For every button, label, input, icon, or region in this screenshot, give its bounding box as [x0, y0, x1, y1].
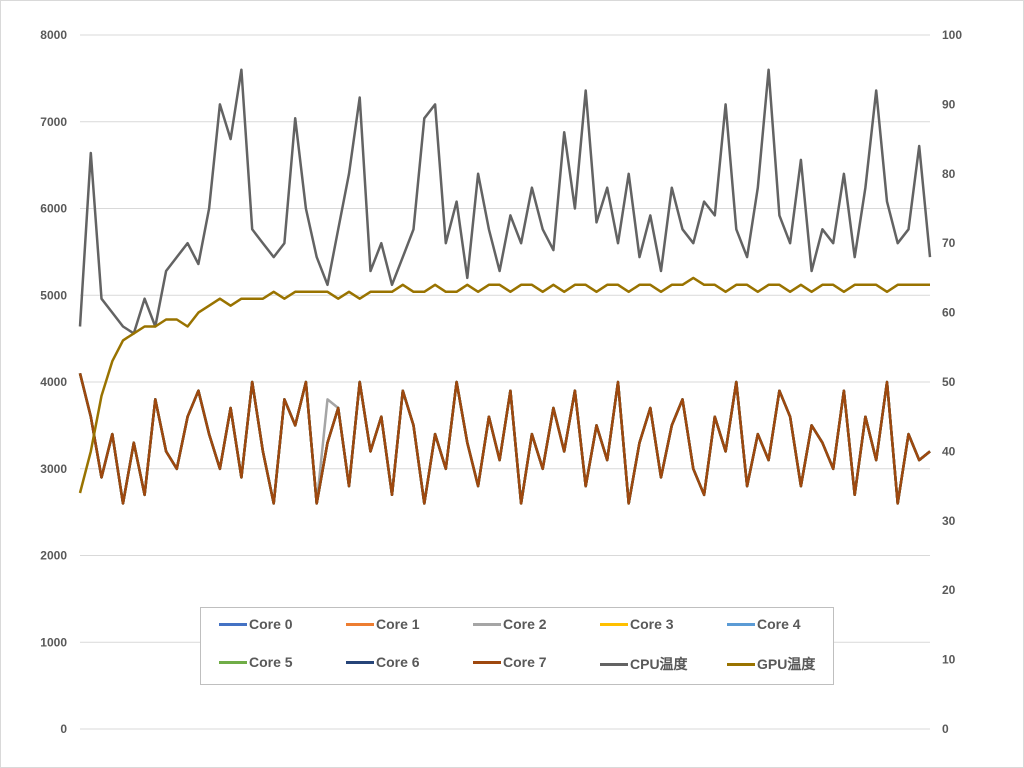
right-axis-tick-label: 20: [942, 583, 956, 597]
legend-label: Core 7: [503, 654, 547, 670]
right-axis-tick-label: 40: [942, 444, 956, 458]
right-axis-tick-label: 60: [942, 306, 956, 320]
series-line-cpu温度: [78, 68, 932, 335]
left-axis-tick-label: 3000: [40, 462, 67, 476]
legend-swatch: [219, 660, 247, 664]
legend-item: Core 5: [219, 654, 293, 670]
legend-item: Core 2: [473, 616, 547, 632]
left-axis-tick-label: 7000: [40, 115, 67, 129]
legend-item: Core 7: [473, 654, 547, 670]
left-axis-tick-label: 1000: [40, 635, 67, 649]
left-axis-tick-label: 6000: [40, 202, 67, 216]
legend-item: Core 0: [219, 616, 293, 632]
legend-swatch: [219, 622, 247, 626]
legend: Core 0 Core 1 Core 2 Core 3 Core 4 Core 5 Core…: [200, 607, 834, 685]
right-axis-tick-label: 0: [942, 722, 949, 736]
left-axis-tick-label: 4000: [40, 375, 67, 389]
legend-swatch: [600, 662, 628, 666]
legend-label: Core 0: [249, 616, 293, 632]
right-axis-tick-label: 30: [942, 514, 956, 528]
legend-item: Core 4: [727, 616, 801, 632]
right-axis-tick-label: 90: [942, 97, 956, 111]
legend-swatch: [346, 660, 374, 664]
left-axis-tick-label: 0: [60, 722, 67, 736]
legend-label: Core 4: [757, 616, 801, 632]
legend-label: GPU温度: [757, 656, 816, 672]
legend-label: Core 3: [630, 616, 674, 632]
right-axis-tick-label: 70: [942, 236, 956, 250]
legend-swatch: [600, 622, 628, 626]
legend-item: Core 3: [600, 616, 674, 632]
legend-item: GPU温度: [727, 654, 815, 674]
right-axis-tick-label: 50: [942, 375, 956, 389]
legend-item: CPU温度: [600, 654, 688, 674]
right-axis-tick-label: 10: [942, 653, 956, 667]
legend-swatch: [727, 662, 755, 666]
legend-swatch: [346, 622, 374, 626]
series-line-gpu温度: [78, 276, 930, 494]
legend-label: CPU温度: [630, 656, 688, 672]
legend-item: Core 1: [346, 616, 420, 632]
legend-swatch: [473, 660, 501, 664]
right-axis-tick-label: 80: [942, 167, 956, 181]
legend-label: Core 1: [376, 616, 420, 632]
left-axis-tick-label: 8000: [40, 28, 67, 42]
right-axis-tick-label: 100: [942, 28, 962, 42]
legend-swatch: [727, 622, 755, 626]
legend-item: Core 6: [346, 654, 420, 670]
left-axis-tick-label: 5000: [40, 288, 67, 302]
legend-label: Core 2: [503, 616, 547, 632]
legend-label: Core 5: [249, 654, 293, 670]
legend-swatch: [473, 622, 501, 626]
series-line-core-7: [78, 372, 931, 505]
left-axis-tick-label: 2000: [40, 549, 67, 563]
legend-label: Core 6: [376, 654, 420, 670]
